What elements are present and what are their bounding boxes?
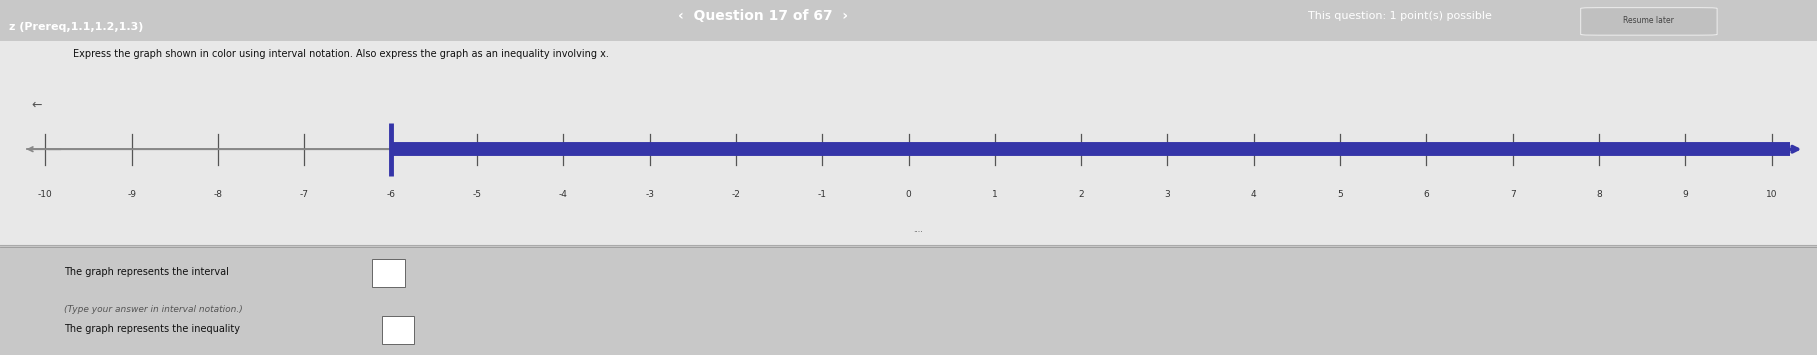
- Text: -8: -8: [214, 190, 222, 199]
- Text: 0: 0: [905, 190, 912, 199]
- Text: (Type your answer in interval notation.): (Type your answer in interval notation.): [64, 305, 242, 314]
- Text: -10: -10: [38, 190, 53, 199]
- Text: Express the graph shown in color using interval notation. Also express the graph: Express the graph shown in color using i…: [73, 49, 609, 59]
- Text: ←: ←: [31, 99, 42, 112]
- Text: -3: -3: [645, 190, 654, 199]
- Text: This question: 1 point(s) possible: This question: 1 point(s) possible: [1308, 11, 1492, 21]
- Text: -9: -9: [127, 190, 136, 199]
- FancyBboxPatch shape: [1581, 8, 1717, 35]
- Text: The graph represents the interval: The graph represents the interval: [64, 267, 229, 277]
- Text: Resume later: Resume later: [1624, 16, 1673, 25]
- Text: 5: 5: [1337, 190, 1343, 199]
- Text: 6: 6: [1423, 190, 1430, 199]
- FancyBboxPatch shape: [382, 316, 414, 344]
- Text: -4: -4: [560, 190, 567, 199]
- Text: -2: -2: [732, 190, 740, 199]
- Text: ‹  Question 17 of 67  ›: ‹ Question 17 of 67 ›: [678, 9, 849, 23]
- Text: 3: 3: [1165, 190, 1170, 199]
- Text: 2: 2: [1077, 190, 1085, 199]
- Text: z (Prereq,1.1,1.2,1.3): z (Prereq,1.1,1.2,1.3): [9, 22, 144, 32]
- Text: 9: 9: [1683, 190, 1688, 199]
- Text: ....: ....: [912, 225, 923, 234]
- Bar: [0, 41, 1817, 245]
- Text: 8: 8: [1595, 190, 1603, 199]
- Text: 1: 1: [992, 190, 998, 199]
- Text: -1: -1: [818, 190, 827, 199]
- Text: 4: 4: [1250, 190, 1257, 199]
- Text: 10: 10: [1766, 190, 1777, 199]
- Text: -6: -6: [387, 190, 394, 199]
- Text: -7: -7: [300, 190, 309, 199]
- Text: 7: 7: [1510, 190, 1515, 199]
- Text: The graph represents the inequality: The graph represents the inequality: [64, 324, 240, 334]
- FancyBboxPatch shape: [372, 259, 405, 288]
- Text: -5: -5: [472, 190, 482, 199]
